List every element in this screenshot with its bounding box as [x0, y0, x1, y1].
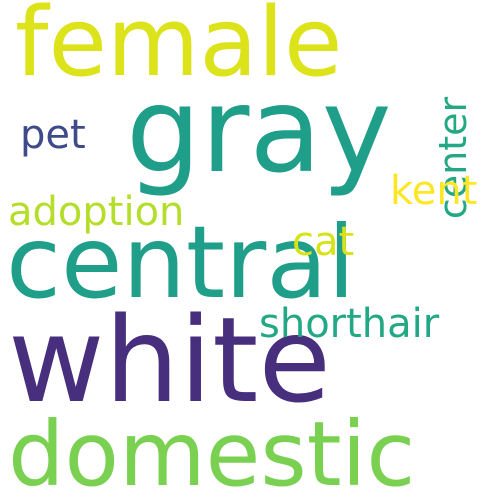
word-female: female: [15, 0, 343, 98]
word-gray: gray: [126, 61, 392, 199]
word-domestic: domestic: [8, 402, 416, 500]
word-adoption: adoption: [8, 189, 185, 235]
word-kent: kent: [390, 168, 478, 214]
word-central: central: [6, 204, 356, 321]
word-shorthair: shorthair: [259, 301, 440, 347]
word-pet: pet: [20, 112, 86, 158]
word-white: white: [8, 291, 331, 429]
word-cat: cat: [292, 219, 355, 265]
